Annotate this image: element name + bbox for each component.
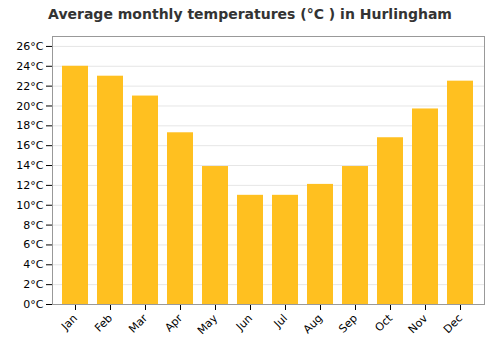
- svg-text:26°C: 26°C: [16, 40, 43, 53]
- html-text:Average monthly temperatures (: Average monthly temperatures (°C ) in Hu…: [48, 6, 452, 22]
- svg-text:Jun: Jun: [233, 312, 255, 334]
- svg-text:4°C: 4°C: [23, 258, 43, 271]
- svg-text:2°C: 2°C: [23, 278, 43, 291]
- svg-text:Sep: Sep: [336, 312, 360, 336]
- svg-text:10°C: 10°C: [16, 199, 43, 212]
- svg-text:Nov: Nov: [406, 311, 431, 336]
- svg-text:Jan: Jan: [58, 312, 80, 334]
- svg-text:Mar: Mar: [126, 311, 150, 335]
- svg-text:Feb: Feb: [92, 312, 115, 335]
- svg-text:Apr: Apr: [162, 311, 185, 334]
- svg-text:Aug: Aug: [301, 312, 325, 336]
- svg-text:20°C: 20°C: [16, 100, 43, 113]
- svg-text:22°C: 22°C: [16, 80, 43, 93]
- svg-text:Dec: Dec: [441, 312, 465, 336]
- svg-text:18°C: 18°C: [16, 119, 43, 132]
- svg-text:Oct: Oct: [372, 311, 395, 334]
- svg-text:0°C: 0°C: [23, 298, 43, 311]
- svg-text:Jul: Jul: [271, 312, 290, 331]
- svg-text:8°C: 8°C: [23, 219, 43, 232]
- svg-text:16°C: 16°C: [16, 139, 43, 152]
- svg-text:12°C: 12°C: [16, 179, 43, 192]
- svg-text:May: May: [195, 311, 221, 337]
- svg-text:14°C: 14°C: [16, 159, 43, 172]
- svg-text:24°C: 24°C: [16, 60, 43, 73]
- svg-text:6°C: 6°C: [23, 238, 43, 251]
